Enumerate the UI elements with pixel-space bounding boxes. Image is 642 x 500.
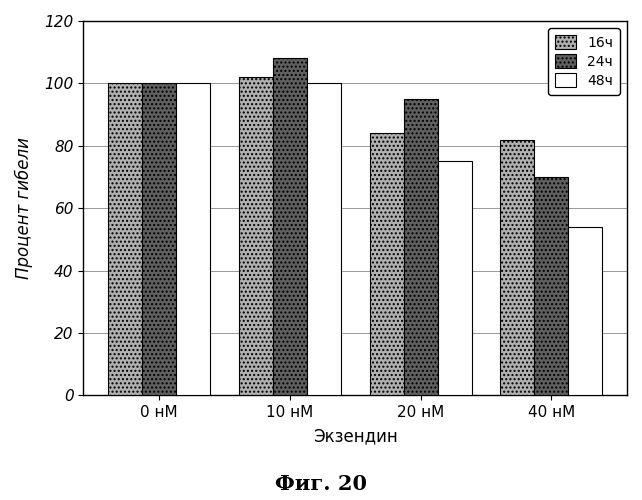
Bar <box>370 134 404 396</box>
Bar <box>568 227 602 396</box>
X-axis label: Экзендин: Экзендин <box>313 427 397 445</box>
Bar <box>142 84 176 396</box>
Legend: 16ч, 24ч, 48ч: 16ч, 24ч, 48ч <box>548 28 620 94</box>
Text: Фиг. 20: Фиг. 20 <box>275 474 367 494</box>
Bar <box>500 140 534 396</box>
Y-axis label: Процент гибели: Процент гибели <box>15 137 33 279</box>
Bar <box>176 84 210 396</box>
Bar <box>273 58 307 396</box>
Bar <box>404 99 438 396</box>
Bar <box>307 84 341 396</box>
Bar <box>108 84 142 396</box>
Bar <box>534 177 568 396</box>
Bar <box>438 162 471 396</box>
Bar <box>239 77 273 396</box>
